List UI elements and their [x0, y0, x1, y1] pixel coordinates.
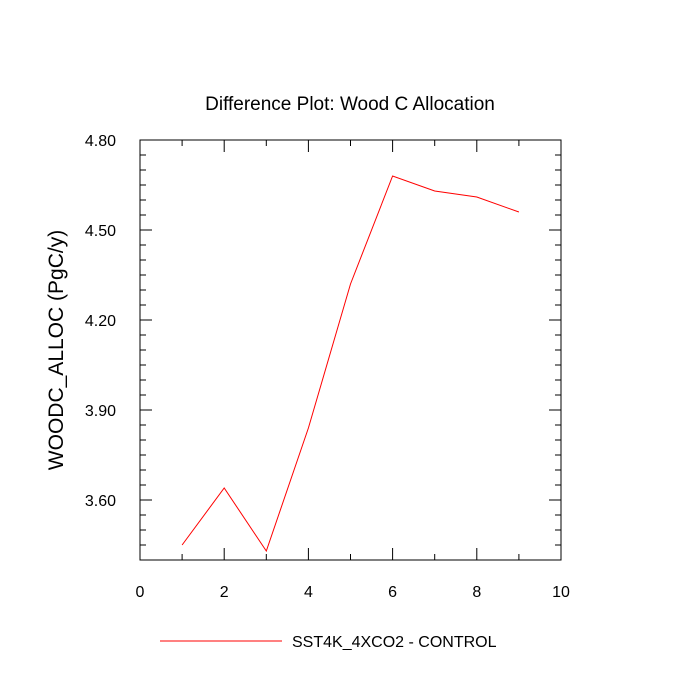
- x-tick-label: 6: [388, 584, 397, 601]
- chart-title: Difference Plot: Wood C Allocation: [205, 94, 495, 115]
- y-tick-label: 4.80: [85, 133, 116, 150]
- legend-label: SST4K_4XCO2 - CONTROL: [292, 634, 497, 651]
- y-tick-label: 3.90: [85, 403, 116, 420]
- plot-frame: [139, 139, 562, 561]
- x-tick-label: 0: [136, 584, 145, 601]
- series-line: [181, 175, 520, 553]
- x-tick-label: 2: [220, 584, 229, 601]
- series-lines: [181, 175, 520, 553]
- legend: SST4K_4XCO2 - CONTROL: [160, 634, 497, 651]
- y-axis-label: WOODC_ALLOC (PgC/y): [45, 230, 68, 470]
- y-tick-label: 4.20: [85, 313, 116, 330]
- y-tick-label: 4.50: [85, 223, 116, 240]
- y-tick-label: 3.60: [85, 493, 116, 510]
- x-tick-label: 8: [472, 584, 481, 601]
- axes: 0 2 4 6 8 10 3.60 3.90 4.20 4.50 4.80: [85, 133, 570, 601]
- x-tick-label: 4: [304, 584, 313, 601]
- x-tick-label: 10: [552, 584, 570, 601]
